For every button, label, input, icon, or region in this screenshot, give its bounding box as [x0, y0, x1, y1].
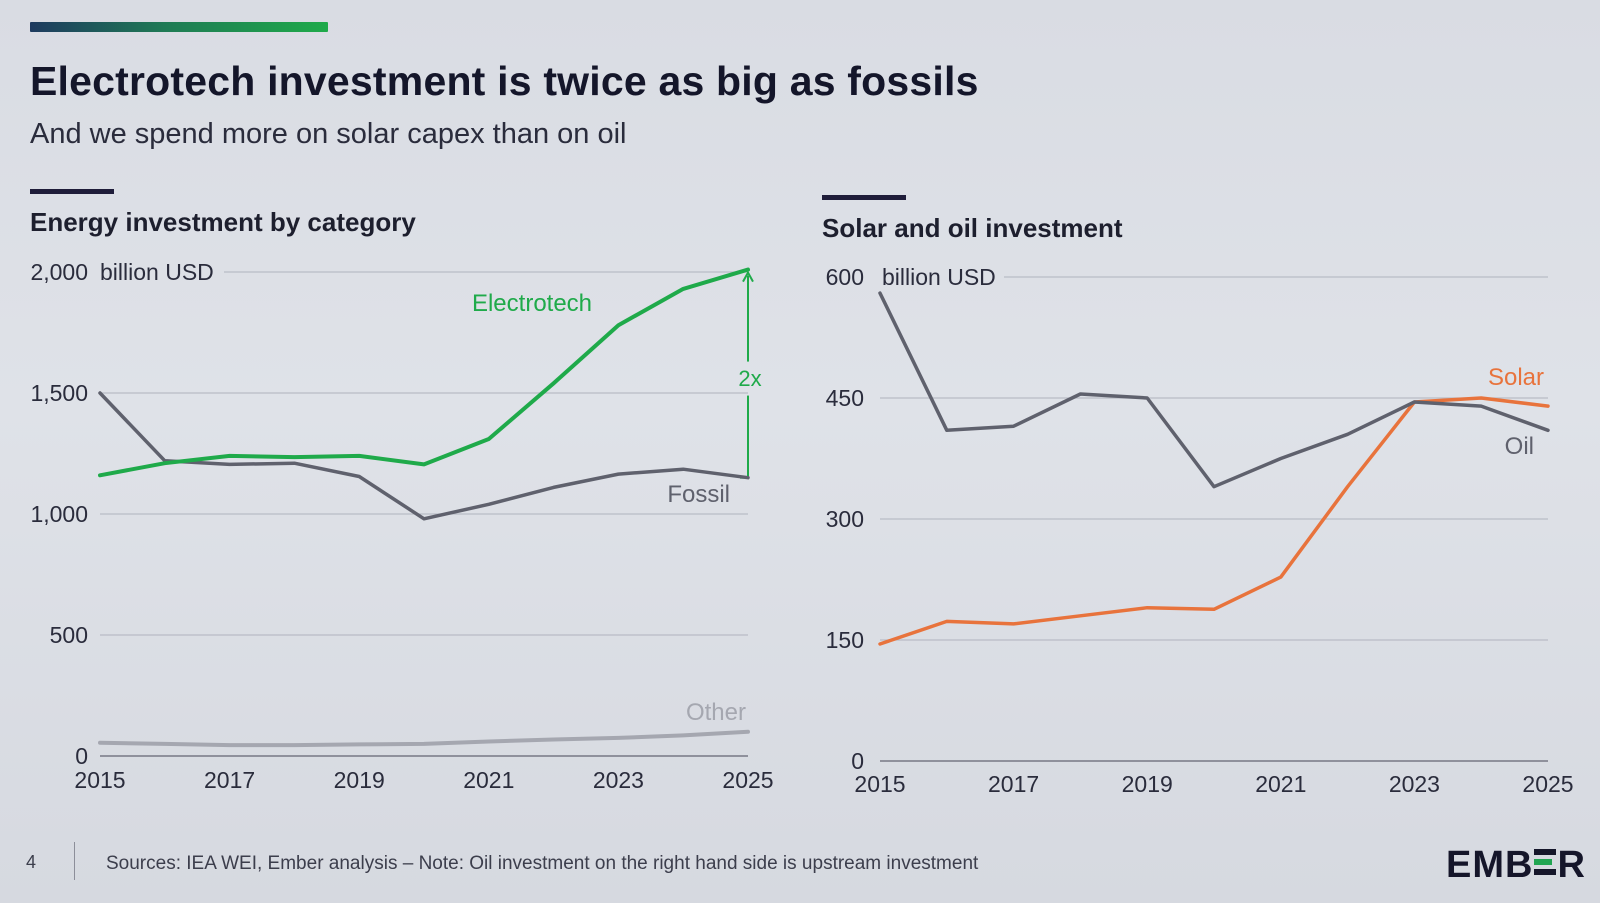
page-title: Electrotech investment is twice as big a… [30, 58, 979, 104]
x-tick-label: 2019 [1122, 771, 1173, 797]
page-subtitle: And we spend more on solar capex than on… [30, 118, 627, 150]
accent-bar [30, 22, 328, 32]
series-line-electrotech [98, 267, 750, 478]
sources-note: Sources: IEA WEI, Ember analysis – Note:… [106, 853, 979, 874]
logo-e-mark [1534, 847, 1557, 877]
y-tick-label: 500 [50, 622, 88, 648]
ratio-annotation: 2x [738, 366, 761, 391]
x-tick-label: 2021 [1255, 771, 1306, 797]
solar-oil-chart: 0 150 300 450 600 billion USD 2015 2017 2019 2021… [826, 264, 1574, 797]
ratio-arrow-head [742, 270, 754, 283]
series-line-oil [878, 291, 1550, 489]
y-tick-label: 1,000 [30, 501, 88, 527]
y-tick-label: 600 [826, 264, 864, 290]
series-line-fossil [98, 391, 750, 521]
right-chart-rule [822, 195, 906, 200]
ember-logo: EMB R [1446, 844, 1586, 886]
series-label-other: Other [686, 699, 746, 726]
x-tick-label: 2017 [988, 771, 1039, 797]
x-tick-label: 2021 [463, 767, 514, 793]
series-line-solar [878, 396, 1550, 646]
x-tick-label: 2019 [334, 767, 385, 793]
y-tick-label: 0 [851, 748, 864, 774]
series-label-solar: Solar [1488, 364, 1544, 391]
y-tick-label: 300 [826, 506, 864, 532]
x-tick-label: 2023 [593, 767, 644, 793]
y-tick-label: 0 [75, 743, 88, 769]
page-number: 4 [26, 852, 37, 872]
left-chart-title: Energy investment by category [30, 207, 416, 237]
series-label-electrotech: Electrotech [472, 290, 592, 317]
y-axis-unit-label: billion USD [882, 264, 996, 290]
y-tick-label: 1,500 [30, 380, 88, 406]
x-tick-label: 2023 [1389, 771, 1440, 797]
y-tick-label: 150 [826, 627, 864, 653]
x-tick-label: 2015 [854, 771, 905, 797]
x-tick-label: 2025 [722, 767, 773, 793]
left-chart-rule [30, 189, 114, 194]
series-line-other [98, 729, 750, 748]
energy-investment-chart: 0 500 1,000 1,500 2,000 billion USD 2015 2017 20… [30, 259, 773, 793]
footer-separator [74, 842, 75, 880]
y-tick-label: 2,000 [30, 259, 88, 285]
x-tick-label: 2015 [74, 767, 125, 793]
series-label-oil: Oil [1505, 433, 1534, 460]
series-label-fossil: Fossil [667, 481, 730, 508]
y-axis-unit-label: billion USD [100, 259, 214, 285]
x-tick-label: 2025 [1522, 771, 1573, 797]
x-tick-label: 2017 [204, 767, 255, 793]
y-tick-label: 450 [826, 385, 864, 411]
right-chart-title: Solar and oil investment [822, 213, 1123, 243]
